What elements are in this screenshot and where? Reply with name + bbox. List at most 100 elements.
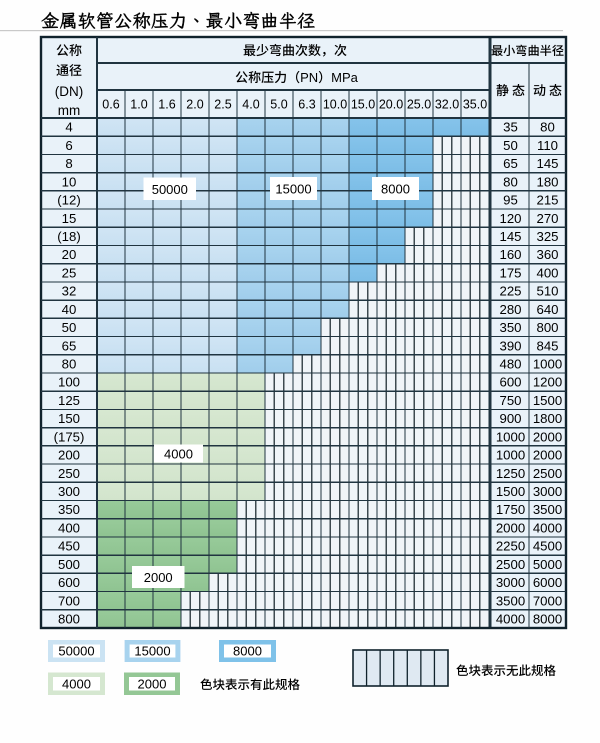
svg-text:2.5: 2.5 [214,98,231,112]
svg-text:1000: 1000 [496,429,525,444]
svg-text:400: 400 [536,265,558,280]
svg-text:15000: 15000 [275,182,311,197]
svg-text:325: 325 [536,229,558,244]
svg-text:6.3: 6.3 [298,98,315,112]
svg-text:静 态: 静 态 [496,80,525,99]
svg-text:1000: 1000 [496,448,525,463]
svg-text:公称压力（PN）MPa: 公称压力（PN）MPa [235,67,359,86]
svg-text:(18): (18) [57,229,80,244]
svg-text:800: 800 [536,320,558,335]
svg-text:1250: 1250 [496,466,525,481]
svg-text:15: 15 [62,211,77,226]
svg-text:4500: 4500 [533,539,562,554]
svg-text:80: 80 [503,174,518,189]
svg-text:0.6: 0.6 [102,98,119,112]
svg-text:120: 120 [499,211,521,226]
svg-text:50: 50 [503,138,518,153]
svg-text:动 态: 动 态 [533,80,562,99]
svg-text:700: 700 [58,593,80,608]
svg-text:2000: 2000 [496,520,525,535]
svg-text:350: 350 [58,502,80,517]
svg-text:最少弯曲次数，次: 最少弯曲次数，次 [243,40,347,59]
svg-text:50000: 50000 [58,644,94,659]
svg-text:4000: 4000 [496,612,525,627]
svg-text:900: 900 [499,411,521,426]
svg-text:40: 40 [62,302,77,317]
svg-text:5000: 5000 [533,557,562,572]
svg-text:2000: 2000 [533,448,562,463]
svg-text:32.0: 32.0 [435,98,459,112]
svg-text:32: 32 [62,284,77,299]
svg-text:15000: 15000 [134,644,170,659]
svg-text:3000: 3000 [533,484,562,499]
svg-text:280: 280 [499,302,521,317]
svg-text:1.6: 1.6 [158,98,175,112]
svg-text:4: 4 [65,120,72,135]
svg-text:mm: mm [58,103,81,118]
svg-text:150: 150 [58,411,80,426]
svg-text:20.0: 20.0 [379,98,403,112]
svg-text:35.0: 35.0 [463,98,487,112]
svg-text:2000: 2000 [533,429,562,444]
svg-text:125: 125 [58,393,80,408]
svg-text:4000: 4000 [62,676,91,691]
svg-text:300: 300 [58,484,80,499]
svg-text:4000: 4000 [164,447,193,462]
svg-text:65: 65 [503,156,518,171]
svg-text:1500: 1500 [496,484,525,499]
svg-text:65: 65 [62,338,77,353]
svg-text:215: 215 [536,193,558,208]
svg-text:145: 145 [499,229,521,244]
svg-text:2000: 2000 [138,676,167,691]
svg-text:175: 175 [499,265,521,280]
svg-text:750: 750 [499,393,521,408]
svg-text:270: 270 [536,211,558,226]
svg-text:25.0: 25.0 [407,98,431,112]
svg-text:35: 35 [503,120,518,135]
svg-text:6: 6 [65,138,72,153]
svg-text:600: 600 [499,375,521,390]
svg-text:800: 800 [58,612,80,627]
svg-text:金属软管公称压力、最小弯曲半径: 金属软管公称压力、最小弯曲半径 [41,9,315,33]
svg-text:最小弯曲半径: 最小弯曲半径 [491,41,564,59]
svg-text:4.0: 4.0 [242,98,259,112]
svg-text:110: 110 [537,138,558,153]
svg-text:8: 8 [65,156,72,171]
svg-text:8000: 8000 [381,182,410,197]
svg-text:80: 80 [540,120,555,135]
svg-text:50: 50 [62,320,77,335]
svg-text:1.0: 1.0 [130,98,147,112]
svg-text:1000: 1000 [533,357,562,372]
svg-text:2.0: 2.0 [186,98,203,112]
svg-text:25: 25 [62,265,77,280]
svg-text:通径: 通径 [56,60,82,79]
svg-text:510: 510 [536,284,558,299]
svg-text:5.0: 5.0 [270,98,287,112]
svg-text:2000: 2000 [144,570,173,585]
svg-text:1800: 1800 [533,411,562,426]
svg-text:8000: 8000 [233,644,262,659]
svg-text:600: 600 [58,575,80,590]
svg-text:10: 10 [62,174,77,189]
svg-text:(12): (12) [57,193,80,208]
svg-text:360: 360 [536,247,558,262]
svg-text:50000: 50000 [152,182,188,197]
svg-text:3500: 3500 [496,593,525,608]
svg-text:95: 95 [503,193,518,208]
svg-text:2500: 2500 [533,466,562,481]
svg-text:1200: 1200 [533,375,562,390]
svg-text:4000: 4000 [533,520,562,535]
svg-text:160: 160 [499,247,521,262]
svg-text:480: 480 [499,357,521,372]
svg-text:8000: 8000 [533,612,562,627]
svg-text:15.0: 15.0 [351,98,375,112]
svg-text:80: 80 [62,357,77,372]
svg-text:350: 350 [499,320,521,335]
svg-text:(175): (175) [54,429,85,444]
svg-text:450: 450 [58,539,80,554]
svg-text:(DN): (DN) [55,84,84,99]
svg-text:100: 100 [58,375,80,390]
svg-text:225: 225 [499,284,521,299]
svg-text:3500: 3500 [533,502,562,517]
svg-text:6000: 6000 [533,575,562,590]
